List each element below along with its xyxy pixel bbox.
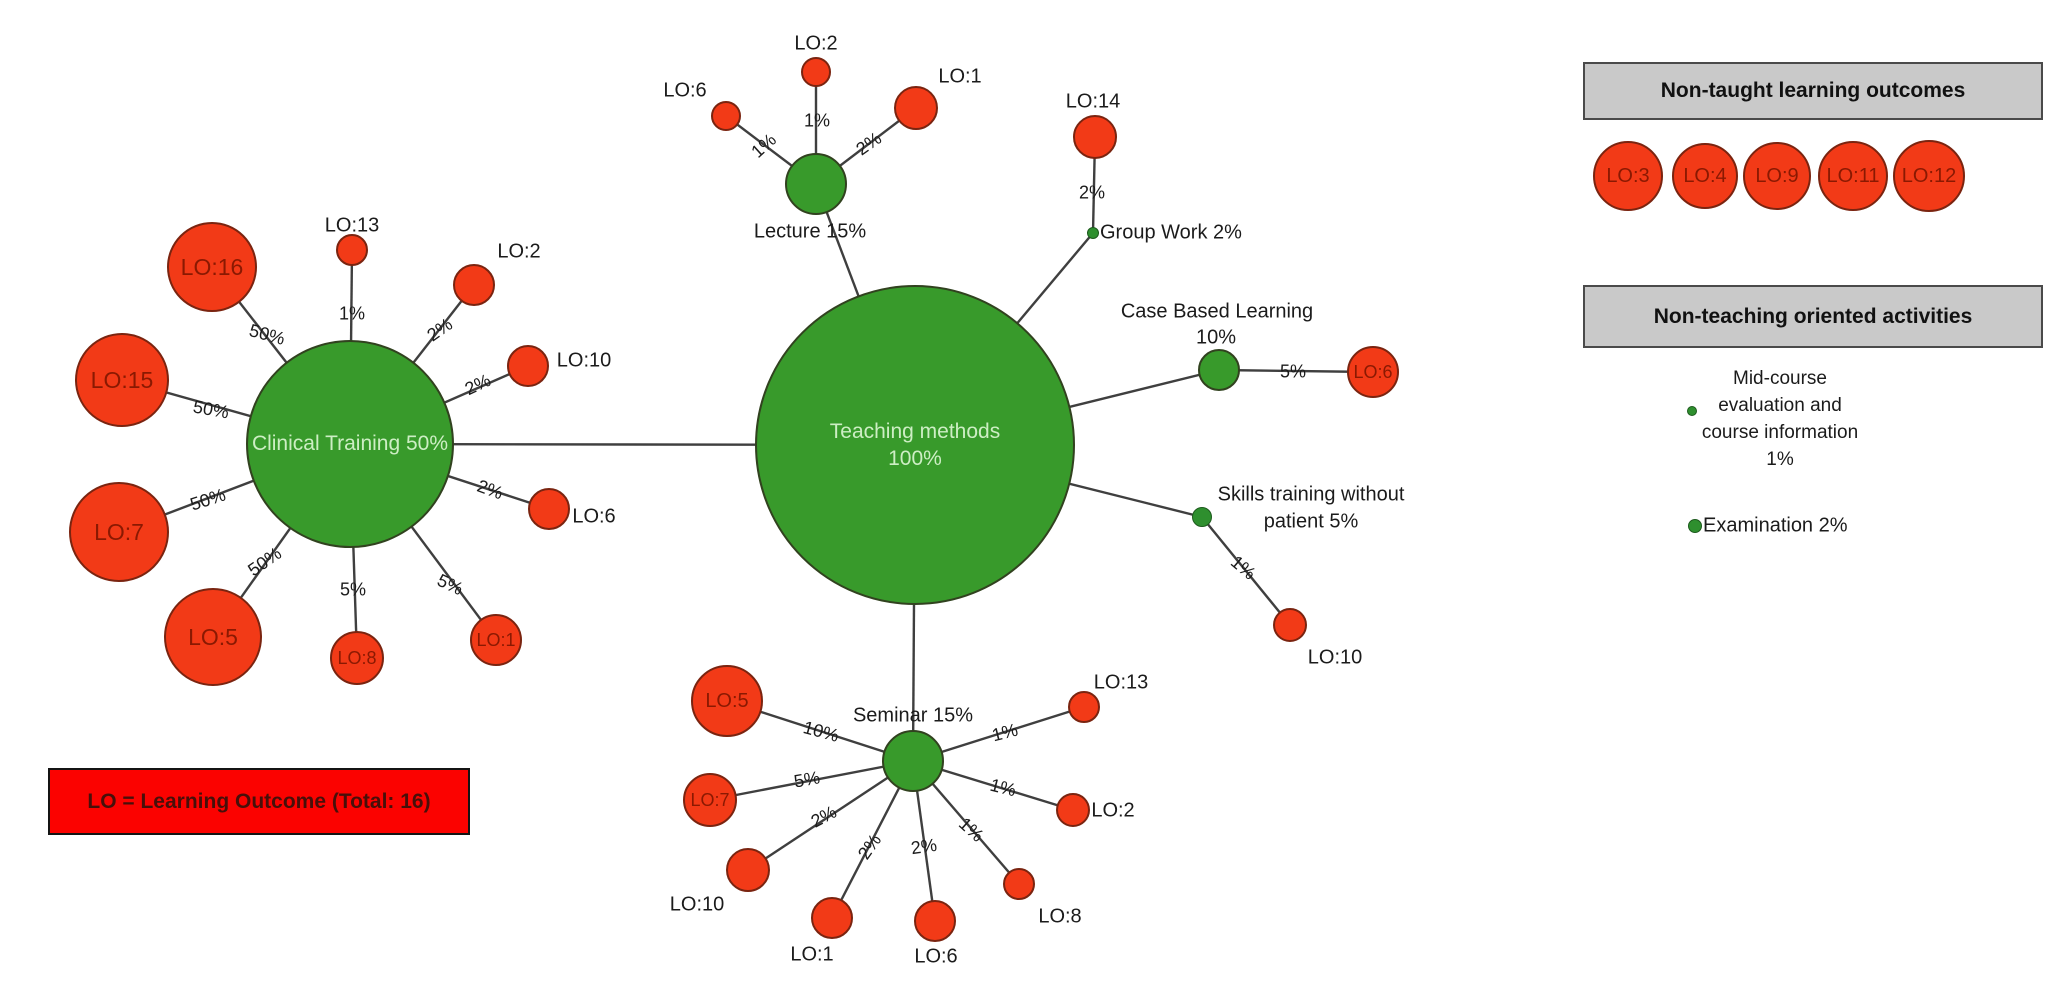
node-clinical-lo7: LO:7 <box>69 482 169 582</box>
node-clinical-lo1: LO:1 <box>470 614 522 666</box>
pct-seminar-lo6: 2% <box>909 834 939 859</box>
teaching-methods-label: Teaching methods 100% <box>829 420 1001 470</box>
pct-lecture-lo2: 1% <box>803 110 831 131</box>
label-clinical-lo6: LO:6 <box>572 505 616 528</box>
node-nontaught-lo4: LO:4 <box>1672 143 1738 209</box>
label-seminar-lo13: LO:13 <box>1093 671 1149 694</box>
case-based-label-line2: 10% <box>1195 326 1237 349</box>
node-group-work <box>1087 227 1099 239</box>
label-seminar-lo1: LO:1 <box>790 943 834 966</box>
label-clinical-lo2: LO:2 <box>497 240 541 263</box>
node-clinical-training: Clinical Training 50% <box>246 340 454 548</box>
pct-clinical-lo8: 5% <box>339 579 367 600</box>
label-clinical-lo13: LO:13 <box>324 214 380 237</box>
label-groupwork-lo14: LO:14 <box>1065 90 1121 113</box>
lo-legend-box: LO = Learning Outcome (Total: 16) <box>48 768 470 835</box>
mid-course-label: Mid-course evaluation and course informa… <box>1701 368 1859 470</box>
label-skills-lo10: LO:10 <box>1307 646 1363 669</box>
node-nontaught-lo3: LO:3 <box>1593 141 1663 211</box>
skills-label-line2: patient 5% <box>1263 510 1359 533</box>
label-seminar-lo6: LO:6 <box>914 945 958 968</box>
node-clinical-lo10 <box>507 345 549 387</box>
label-seminar-lo2: LO:2 <box>1091 799 1135 822</box>
pct-casebased-lo6: 5% <box>1279 361 1307 382</box>
node-case-based-learning <box>1198 349 1240 391</box>
examination-dot <box>1688 519 1702 533</box>
node-clinical-lo2 <box>453 264 495 306</box>
node-clinical-lo5: LO:5 <box>164 588 262 686</box>
node-teaching-methods: Teaching methods 100% <box>755 285 1075 605</box>
non-teaching-panel-header: Non-teaching oriented activities <box>1583 285 2043 348</box>
group-work-label: Group Work 2% <box>1100 221 1242 244</box>
node-lecture-lo1 <box>894 86 938 130</box>
node-seminar-lo1 <box>811 897 853 939</box>
node-clinical-lo15: LO:15 <box>75 333 169 427</box>
pct-clinical-lo13: 1% <box>338 303 366 324</box>
non-taught-panel-header: Non-taught learning outcomes <box>1583 62 2043 120</box>
case-based-label-line1: Case Based Learning <box>1120 300 1314 323</box>
label-lecture-lo2: LO:2 <box>794 32 838 55</box>
node-seminar-lo2 <box>1056 793 1090 827</box>
label-seminar-lo8: LO:8 <box>1038 905 1082 928</box>
node-seminar-lo7: LO:7 <box>683 773 737 827</box>
clinical-training-label: Clinical Training 50% <box>251 432 449 455</box>
node-skills-training <box>1192 507 1212 527</box>
node-nontaught-lo12: LO:12 <box>1893 140 1965 212</box>
node-lecture-lo2 <box>801 57 831 87</box>
node-skills-lo10 <box>1273 608 1307 642</box>
seminar-label: Seminar 15% <box>852 704 974 727</box>
pct-seminar-lo7: 5% <box>792 767 822 792</box>
node-seminar-lo5: LO:5 <box>691 665 763 737</box>
node-seminar-lo6 <box>914 900 956 942</box>
node-nontaught-lo9: LO:9 <box>1743 142 1811 210</box>
node-lecture-lo6 <box>711 101 741 131</box>
node-groupwork-lo14 <box>1073 115 1117 159</box>
label-seminar-lo10: LO:10 <box>669 893 725 916</box>
node-casebased-lo6: LO:6 <box>1347 346 1399 398</box>
lecture-label: Lecture 15% <box>753 220 867 243</box>
skills-label-line1: Skills training without <box>1217 483 1405 506</box>
node-seminar-lo8 <box>1003 868 1035 900</box>
node-clinical-lo13 <box>336 234 368 266</box>
node-seminar <box>882 730 944 792</box>
mid-course-dot <box>1687 406 1697 416</box>
label-lecture-lo6: LO:6 <box>663 79 707 102</box>
node-clinical-lo16: LO:16 <box>167 222 257 312</box>
node-nontaught-lo11: LO:11 <box>1818 141 1888 211</box>
node-seminar-lo13 <box>1068 691 1100 723</box>
node-clinical-lo6 <box>528 488 570 530</box>
node-clinical-lo8: LO:8 <box>330 631 384 685</box>
pct-groupwork-lo14: 2% <box>1078 182 1106 203</box>
label-clinical-lo10: LO:10 <box>556 349 612 372</box>
label-lecture-lo1: LO:1 <box>938 65 982 88</box>
node-seminar-lo10 <box>726 848 770 892</box>
node-lecture <box>785 153 847 215</box>
examination-label: Examination 2% <box>1703 514 1848 537</box>
